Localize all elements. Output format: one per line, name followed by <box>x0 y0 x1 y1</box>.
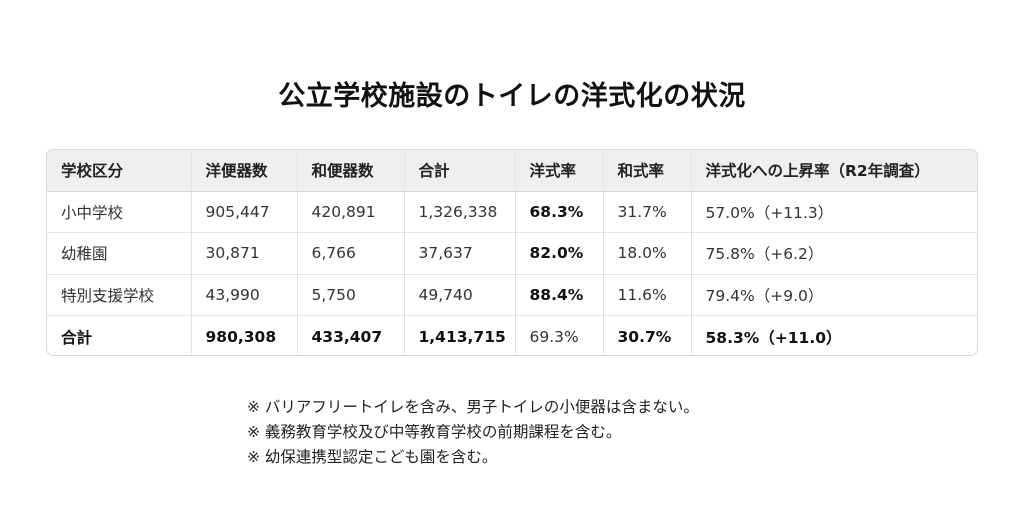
cell-western-rate: 68.3% <box>515 191 604 233</box>
cell-category: 小中学校 <box>47 191 192 233</box>
footnote: ※ 幼保連携型認定こども園を含む。 <box>247 448 498 466</box>
cell-western-count: 30,871 <box>191 232 298 274</box>
cell-japanese-count: 6,766 <box>297 232 405 274</box>
table-row: 特別支援学校 43,990 5,750 49,740 88.4% 11.6% 7… <box>47 273 977 316</box>
cell-total: 49,740 <box>404 273 516 316</box>
cell-total-western-rate: 69.3% <box>515 315 604 355</box>
cell-total-label: 合計 <box>47 315 192 355</box>
cell-category: 幼稚園 <box>47 232 192 274</box>
footnote: ※ 義務教育学校及び中等教育学校の前期課程を含む。 <box>247 423 622 441</box>
header-western-rate: 洋式率 <box>515 150 604 192</box>
cell-japanese-rate: 11.6% <box>603 273 692 316</box>
header-school-category: 学校区分 <box>47 150 192 192</box>
cell-increase-rate: 75.8%（+6.2） <box>691 232 977 274</box>
footnote: ※ バリアフリートイレを含み、男子トイレの小便器は含まない。 <box>247 398 699 416</box>
header-japanese-rate: 和式率 <box>603 150 692 192</box>
table-row: 小中学校 905,447 420,891 1,326,338 68.3% 31.… <box>47 191 977 233</box>
cell-total-western-count: 980,308 <box>191 315 298 355</box>
cell-category: 特別支援学校 <box>47 273 192 316</box>
header-japanese-count: 和便器数 <box>297 150 405 192</box>
cell-japanese-count: 420,891 <box>297 191 405 233</box>
cell-western-count: 43,990 <box>191 273 298 316</box>
header-total: 合計 <box>404 150 516 192</box>
cell-japanese-count: 5,750 <box>297 273 405 316</box>
page-title: 公立学校施設のトイレの洋式化の状況 <box>278 81 746 112</box>
cell-japanese-rate: 31.7% <box>603 191 692 233</box>
header-western-count: 洋便器数 <box>191 150 298 192</box>
table-row: 幼稚園 30,871 6,766 37,637 82.0% 18.0% 75.8… <box>47 232 977 274</box>
table-total-row: 合計 980,308 433,407 1,413,715 69.3% 30.7%… <box>47 315 977 355</box>
cell-total-japanese-count: 433,407 <box>297 315 405 355</box>
cell-total-japanese-rate: 30.7% <box>603 315 692 355</box>
header-increase-rate: 洋式化への上昇率（R2年調査） <box>691 150 977 192</box>
toilet-stats-table: 学校区分 洋便器数 和便器数 合計 洋式率 和式率 洋式化への上昇率（R2年調査… <box>46 149 978 356</box>
cell-western-count: 905,447 <box>191 191 298 233</box>
footnotes: ※ バリアフリートイレを含み、男子トイレの小便器は含まない。 ※ 義務教育学校及… <box>247 395 847 470</box>
cell-increase-rate: 57.0%（+11.3） <box>705 203 834 222</box>
cell-total: 1,326,338 <box>404 191 516 233</box>
cell-western-rate: 82.0% <box>515 232 604 274</box>
table-header-row: 学校区分 洋便器数 和便器数 合計 洋式率 和式率 洋式化への上昇率（R2年調査… <box>47 150 977 192</box>
cell-western-rate: 88.4% <box>515 273 604 316</box>
cell-japanese-rate: 18.0% <box>603 232 692 274</box>
cell-total-sum: 1,413,715 <box>404 315 516 355</box>
cell-total: 37,637 <box>404 232 516 274</box>
cell-total-increase-rate: 58.3%（+11.0） <box>691 315 977 355</box>
cell-increase-rate: 79.4%（+9.0） <box>691 273 977 316</box>
